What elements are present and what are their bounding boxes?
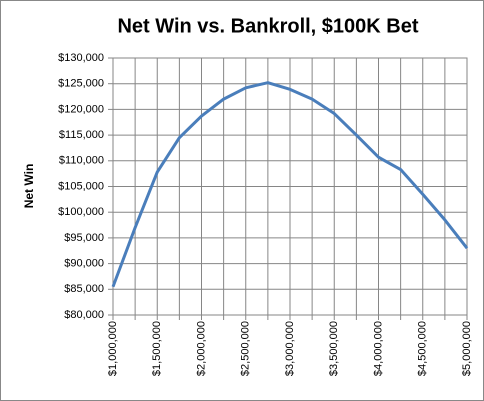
x-tick-label: $4,500,000 <box>417 321 429 376</box>
y-tick-label: $90,000 <box>64 258 104 270</box>
x-tick-label: $1,500,000 <box>151 321 163 376</box>
y-tick-label: $120,000 <box>58 103 104 115</box>
y-tick-label: $80,000 <box>64 309 104 321</box>
data-line <box>111 81 469 288</box>
x-tick-label: $1,000,000 <box>107 321 119 376</box>
y-tick-label: $130,000 <box>58 52 104 64</box>
y-tick-label: $115,000 <box>59 129 104 141</box>
y-tick-label: $105,000 <box>58 180 104 192</box>
y-tick-label: $85,000 <box>64 283 104 295</box>
x-tick-label: $3,000,000 <box>284 321 296 376</box>
x-tick-label: $3,500,000 <box>328 321 340 376</box>
x-tick-label: $4,000,000 <box>372 321 384 376</box>
y-tick-label: $110,000 <box>59 155 104 167</box>
chart-title: Net Win vs. Bankroll, $100K Bet <box>117 15 418 37</box>
x-tick-label: $2,000,000 <box>195 321 207 376</box>
y-axis-title: Net Win <box>22 164 36 209</box>
x-tick-label: $2,500,000 <box>240 321 252 376</box>
x-tick-label: $5,000,000 <box>461 321 473 376</box>
y-tick-label: $100,000 <box>58 206 104 218</box>
y-tick-label: $95,000 <box>64 232 104 244</box>
y-tick-label: $125,000 <box>58 78 104 90</box>
